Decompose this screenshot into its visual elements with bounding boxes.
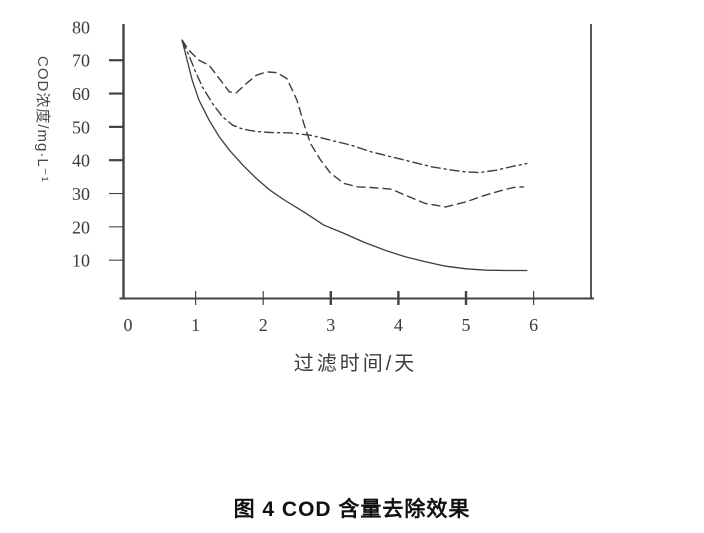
- svg-text:60: 60: [72, 84, 90, 104]
- y-axis-title: COD浓度/mg·L⁻¹: [34, 56, 51, 183]
- cod-line-chart: 10 20 30 40 50 60 70 80 0 1 2 3 4 5 6: [72, 17, 594, 335]
- svg-text:4: 4: [394, 315, 403, 335]
- svg-text:20: 20: [72, 217, 90, 237]
- svg-text:80: 80: [72, 17, 90, 37]
- svg-text:70: 70: [72, 51, 90, 71]
- svg-text:6: 6: [529, 315, 538, 335]
- svg-text:50: 50: [72, 117, 90, 137]
- legend: 本发方法 MBR膜法 排污水回 用技术 管件浆团 滤技术: [0, 392, 704, 462]
- series-solid: [181, 39, 528, 272]
- svg-text:3: 3: [326, 315, 335, 335]
- svg-text:1: 1: [191, 315, 200, 335]
- series-dashed: [181, 39, 525, 208]
- x-axis-title: 过滤时间/天: [293, 353, 418, 375]
- figure-caption: 图 4 COD 含量去除效果: [233, 498, 471, 521]
- svg-text:40: 40: [72, 151, 90, 171]
- svg-text:0: 0: [124, 315, 133, 335]
- svg-text:5: 5: [462, 315, 471, 335]
- svg-text:2: 2: [259, 315, 268, 335]
- svg-text:10: 10: [72, 251, 90, 271]
- series-dashdot: [181, 39, 528, 174]
- svg-text:30: 30: [72, 184, 90, 204]
